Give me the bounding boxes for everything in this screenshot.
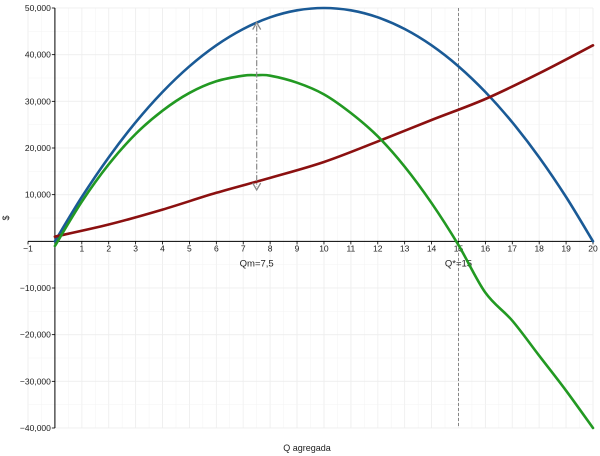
x-tick-label: 20 <box>588 243 598 253</box>
y-tick-label: 10,000 <box>25 190 51 200</box>
y-tick-label: −10,000 <box>20 283 51 293</box>
x-tick-label: 6 <box>214 243 219 253</box>
x-tick-label: 8 <box>268 243 273 253</box>
y-tick-label: 50,000 <box>25 3 51 13</box>
grid <box>27 7 594 429</box>
series-line-red <box>53 44 595 238</box>
y-tick-label: 30,000 <box>25 96 51 106</box>
x-tick-label: 2 <box>106 243 111 253</box>
y-tick-label: −20,000 <box>20 330 51 340</box>
x-axis-label: Q agregada <box>283 443 331 453</box>
x-tick-label: 16 <box>481 243 491 253</box>
y-tick-label: 20,000 <box>25 143 51 153</box>
x-tick-label: 13 <box>400 243 410 253</box>
series-group <box>53 6 595 430</box>
x-tick-label: 3 <box>133 243 138 253</box>
y-tick-label: −30,000 <box>20 376 51 386</box>
x-tick-label: 1 <box>79 243 84 253</box>
x-tick-label: 19 <box>561 243 571 253</box>
x-tick-label: 4 <box>160 243 165 253</box>
arrow-head-bottom <box>252 182 262 192</box>
x-tick-label: 7 <box>241 243 246 253</box>
x-tick-label: 12 <box>373 243 383 253</box>
y-tick-label: 40,000 <box>25 50 51 60</box>
annotation-label-qm: Qm=7,5 <box>240 258 274 269</box>
x-tick-label: −1 <box>23 243 33 253</box>
tick-labels: −1 1 2 3 4 5 6 7 8 9 10 11 12 13 14 15 16 17 18 19 20−40,000… <box>20 3 598 433</box>
series-line-green <box>53 73 595 430</box>
y-tick-label: −40,000 <box>20 423 51 433</box>
x-tick-label: 14 <box>427 243 437 253</box>
x-tick-label: 11 <box>346 243 355 253</box>
series-line-blue <box>53 6 595 243</box>
reference-line-label: Q*=15 <box>445 258 472 269</box>
y-axis-label: $ <box>1 215 11 220</box>
annotations: Qm=7,5 <box>240 21 274 269</box>
x-tick-label: 18 <box>534 243 544 253</box>
reference-lines: Q*=15 <box>445 8 472 428</box>
x-tick-label: 17 <box>508 243 518 253</box>
arrow-head-top <box>252 21 262 30</box>
x-tick-label: 5 <box>187 243 192 253</box>
x-tick-label: 9 <box>295 243 300 253</box>
axes <box>27 7 594 429</box>
x-tick-label: 10 <box>319 243 329 253</box>
